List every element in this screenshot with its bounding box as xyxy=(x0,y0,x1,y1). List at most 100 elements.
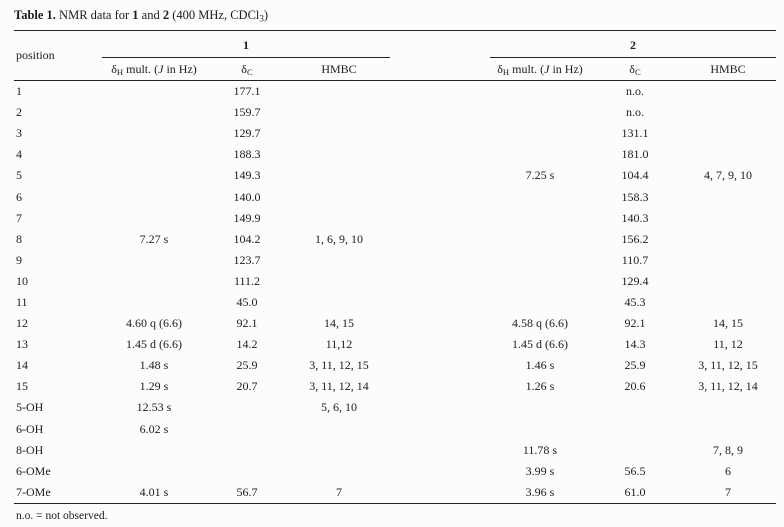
title-and: and xyxy=(138,8,163,22)
compound2-dc-cell: 61.0 xyxy=(590,481,680,504)
compound1-dh-cell xyxy=(102,102,206,123)
compound2-hmbc-cell: 3, 11, 12, 14 xyxy=(698,379,758,394)
table-body: 1 177.1 n.o. 2 159.7 n.o. 3 129.7 131.1 … xyxy=(14,81,776,504)
table-footnote: n.o. = not observed. xyxy=(16,509,108,522)
compound1-dc-cell: 188.3 xyxy=(233,147,261,162)
table-row: 12 4.60 q (6.6) 92.1 14, 15 4.58 q (6.6)… xyxy=(14,313,776,334)
spacer-cell xyxy=(390,186,490,207)
position-cell: 2 xyxy=(16,105,22,120)
compound1-hmbc-cell xyxy=(288,271,390,292)
compound2-dc-cell: 20.6 xyxy=(624,379,646,394)
compound1-hmbc-cell: 14, 15 xyxy=(324,316,354,331)
compound2-hmbc-cell: 3, 11, 12, 15 xyxy=(698,358,758,373)
position-cell: 9 xyxy=(16,252,22,267)
compound1-hmbc-cell: 11,12 xyxy=(325,337,353,352)
compound2-dc-cell: 56.5 xyxy=(624,463,646,478)
spacer-cell xyxy=(390,376,490,397)
position-cell: 7-OMe xyxy=(14,481,102,504)
position-cell: 7 xyxy=(16,210,22,225)
compound2-dh-cell: 4.58 q (6.6) xyxy=(512,316,568,331)
compound1-dc-cell: 140.0 xyxy=(233,189,261,204)
position-cell: 5 xyxy=(16,168,22,183)
position-cell: 1 xyxy=(16,84,22,99)
compound1-hmbc-cell: 1, 6, 9, 10 xyxy=(315,231,363,246)
compound2-hmbc-cell xyxy=(680,250,776,271)
compound2-hmbc-cell xyxy=(680,292,776,313)
table-row: 1 177.1 n.o. xyxy=(14,81,776,103)
compound1-dh-cell xyxy=(102,208,206,229)
table-row: 9 123.7 110.7 xyxy=(14,250,776,271)
compound1-dh-cell xyxy=(102,165,206,186)
compound2-dc-cell: 158.3 xyxy=(621,189,649,204)
compound2-dc-cell: 156.2 xyxy=(621,231,649,246)
compound2-dh-cell xyxy=(490,208,590,229)
compound1-hmbc-cell xyxy=(288,123,390,144)
compound2-hmbc-cell: 11, 12 xyxy=(713,337,743,352)
table-row: 7 149.9 140.3 xyxy=(14,208,776,229)
compound1-dc-cell: 177.1 xyxy=(233,84,261,99)
column-header-row: δH mult. (J in Hz) δC HMBC δH mult. (J i… xyxy=(14,57,776,81)
compound2-dc-cell xyxy=(590,419,680,440)
compound1-dh-cell xyxy=(102,144,206,165)
nmr-data-table: position 1 2 δH mult. (J in Hz) δC HMBC … xyxy=(14,30,776,504)
spacer-cell xyxy=(390,313,490,334)
compound1-dc-cell xyxy=(206,419,288,440)
position-cell: 6-OH xyxy=(16,421,44,436)
dc-subscript: C xyxy=(246,66,253,77)
col-header-hmbc-2: HMBC xyxy=(680,57,776,81)
title-conditions: (400 MHz, CDCl xyxy=(169,8,260,22)
position-column-header: position xyxy=(14,30,102,81)
compound2-dc-cell: 110.7 xyxy=(621,252,649,267)
compound1-dh-cell xyxy=(102,461,206,482)
table-row: 10 111.2 129.4 xyxy=(14,271,776,292)
position-cell: 15 xyxy=(16,379,28,394)
compound1-dc-cell: 20.7 xyxy=(236,379,258,394)
compound2-dh-cell: 11.78 s xyxy=(522,442,558,457)
delta-symbol: δ xyxy=(241,61,247,76)
position-cell: 12 xyxy=(16,316,28,331)
spacer-cell xyxy=(390,165,490,186)
compound2-dh-cell xyxy=(490,229,590,250)
j-coupling-symbol: J xyxy=(544,61,550,76)
compound2-hmbc-cell xyxy=(680,81,776,103)
compound1-hmbc-cell: 7 xyxy=(288,481,390,504)
compound2-hmbc-cell xyxy=(680,208,776,229)
compound1-hmbc-cell xyxy=(288,250,390,271)
compound1-dh-cell xyxy=(102,440,206,461)
compound-1-group-header: 1 xyxy=(102,30,390,58)
compound2-dh-cell xyxy=(490,81,590,103)
compound2-hmbc-cell xyxy=(680,271,776,292)
table-title-label: Table 1. xyxy=(14,8,56,22)
compound1-dc-cell: 149.9 xyxy=(233,210,261,225)
compound2-hmbc-cell xyxy=(680,397,776,418)
compound2-hmbc-cell xyxy=(680,144,776,165)
table-row: 2 159.7 n.o. xyxy=(14,102,776,123)
mult-label: mult. ( xyxy=(123,61,159,76)
compound2-hmbc-cell: 7 xyxy=(680,481,776,504)
spacer-cell xyxy=(390,144,490,165)
group-spacer xyxy=(390,30,490,81)
col-header-dh-2: δH mult. (J in Hz) xyxy=(490,57,590,81)
col-header-hmbc-1: HMBC xyxy=(288,57,390,81)
table-row: 11 45.0 45.3 xyxy=(14,292,776,313)
compound1-dc-cell: 149.3 xyxy=(233,168,261,183)
title-close-paren: ) xyxy=(263,8,269,22)
compound2-hmbc-cell: 14, 15 xyxy=(713,316,743,331)
compound2-dc-cell: 181.0 xyxy=(621,147,649,162)
compound1-dc-cell xyxy=(206,461,288,482)
compound1-hmbc-cell: 3, 11, 12, 15 xyxy=(309,358,369,373)
dh-subscript: H xyxy=(502,66,510,77)
table-row: 5-OH 12.53 s 5, 6, 10 xyxy=(14,397,776,418)
position-cell: 13 xyxy=(16,337,28,352)
compound2-dc-cell xyxy=(590,397,680,418)
table-title-text: NMR data for xyxy=(55,8,133,22)
table-row: 5 149.3 7.25 s 104.4 4, 7, 9, 10 xyxy=(14,165,776,186)
position-cell: 5-OH xyxy=(16,400,44,415)
compound1-hmbc-cell xyxy=(288,81,390,103)
compound1-dh-cell: 4.01 s xyxy=(102,481,206,504)
group-header-row: position 1 2 xyxy=(14,30,776,81)
compound1-dc-cell: 104.2 xyxy=(233,231,261,246)
table-row: 3 129.7 131.1 xyxy=(14,123,776,144)
compound2-dh-cell xyxy=(490,144,590,165)
compound2-hmbc-cell xyxy=(680,102,776,123)
